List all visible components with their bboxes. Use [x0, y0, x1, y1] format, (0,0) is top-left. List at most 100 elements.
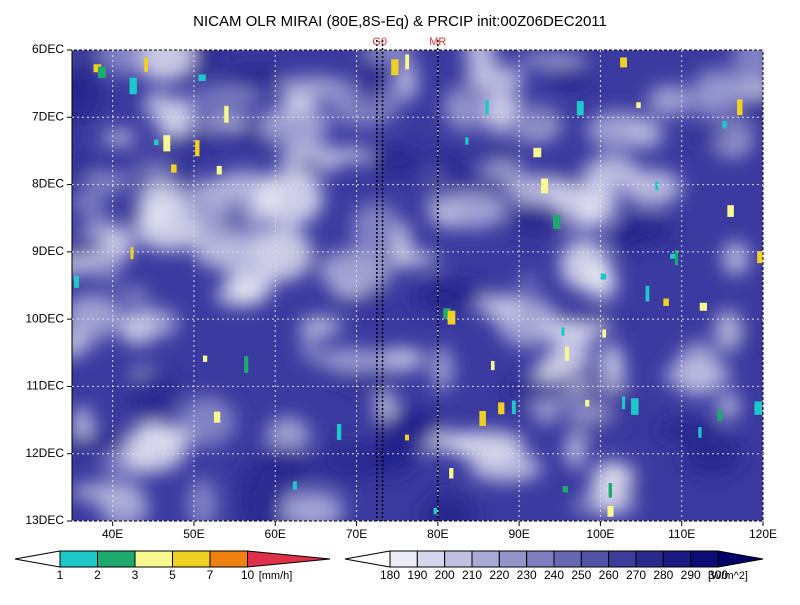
precip-speck: [292, 481, 297, 490]
precip-speck: [564, 346, 570, 361]
precip-speck: [213, 411, 221, 423]
cloud: [551, 323, 592, 373]
precip-speck: [433, 507, 438, 515]
precip-speck: [490, 360, 495, 371]
precip-speck: [754, 401, 762, 415]
colorbar-box: [608, 550, 637, 568]
cloud: [390, 252, 440, 266]
precip-speck: [585, 399, 590, 407]
cloud: [586, 111, 651, 149]
precip-speck: [336, 423, 342, 440]
cloud: [683, 130, 745, 144]
cloud: [134, 50, 195, 82]
precip-speck: [74, 275, 79, 288]
cloud: [193, 231, 263, 270]
precip-speck: [699, 302, 707, 311]
cloud: [136, 428, 193, 441]
cloud: [722, 241, 750, 275]
cloud: [465, 50, 496, 79]
colorbar-box: [662, 550, 692, 568]
precip-speck: [498, 402, 505, 415]
colorbar-label: 270: [626, 568, 646, 582]
precip-speck: [465, 137, 469, 145]
precip-speck: [511, 400, 516, 415]
cloud: [123, 206, 145, 226]
colorbar-label: 10: [241, 568, 255, 582]
precip-speck: [224, 105, 229, 123]
cloud: [316, 348, 386, 371]
precip-speck: [607, 505, 614, 517]
colorbar-label: 300: [708, 568, 728, 582]
cloud: [278, 76, 350, 99]
precip-speck: [216, 165, 222, 175]
cloud: [337, 372, 400, 388]
precip-speck: [621, 396, 626, 410]
cloud: [72, 294, 122, 337]
precip-speck: [655, 181, 659, 191]
olr-field: [72, 50, 763, 521]
precip-speck: [405, 54, 410, 70]
colorbar-unit: [W/m^2]: [708, 570, 748, 582]
cloud: [582, 202, 601, 226]
precip-speck: [717, 409, 723, 421]
precip-speck: [727, 205, 734, 217]
cloud: [124, 307, 179, 339]
cloud: [187, 477, 218, 521]
cloud: [362, 50, 416, 60]
precip-speck: [663, 298, 669, 306]
precip-speck: [97, 66, 106, 78]
cloud: [332, 148, 372, 162]
colorbar-box: [444, 550, 473, 568]
y-tick-label: 13DEC: [25, 513, 64, 527]
cloud: [281, 94, 318, 112]
cloud: [238, 488, 284, 521]
cloud: [623, 169, 682, 206]
cloud: [431, 346, 453, 391]
cloud: [585, 154, 639, 186]
colorbar-box: [97, 550, 136, 568]
cloud: [358, 55, 381, 108]
precip-speck: [171, 164, 177, 173]
cloud: [480, 160, 524, 180]
colorbar-label: 290: [681, 568, 701, 582]
precip-speck: [636, 102, 641, 109]
x-tick-label: 60E: [265, 527, 286, 541]
cloud: [258, 105, 330, 145]
cloud: [586, 264, 618, 301]
y-tick-label: 6DEC: [32, 42, 64, 56]
colorbar-end: [344, 550, 391, 568]
cloud: [98, 50, 149, 76]
marker-label: MR: [429, 36, 446, 48]
precip-speck: [600, 273, 607, 280]
precip-speck: [541, 178, 549, 194]
precip-speck: [93, 64, 102, 73]
precip-speck: [561, 327, 565, 336]
precip-speck: [443, 308, 451, 319]
cloud: [72, 67, 103, 123]
colorbar-label: 180: [380, 568, 400, 582]
x-tick-label: 90E: [508, 527, 529, 541]
cloud: [225, 266, 274, 302]
precip-speck: [198, 74, 206, 82]
precip-speck: [202, 355, 208, 362]
cloud: [432, 146, 464, 175]
cloud: [319, 249, 392, 294]
cloud: [328, 86, 399, 128]
colorbar-label: 260: [599, 568, 619, 582]
precip-speck: [479, 410, 486, 426]
marker-label: G0: [372, 36, 387, 48]
colorbar-label: 1: [57, 568, 64, 582]
colorbar-label: 200: [435, 568, 455, 582]
x-tick-label: 100E: [586, 527, 614, 541]
cloud: [444, 84, 484, 133]
precip-speck: [153, 139, 159, 146]
precip-speck: [533, 147, 542, 158]
colorbar-label: 250: [571, 568, 591, 582]
precip-speck: [449, 468, 454, 479]
x-tick-label: 70E: [346, 527, 367, 541]
cloud: [505, 175, 570, 203]
cloud: [73, 406, 92, 440]
cloud: [506, 202, 567, 235]
cloud: [609, 213, 673, 247]
